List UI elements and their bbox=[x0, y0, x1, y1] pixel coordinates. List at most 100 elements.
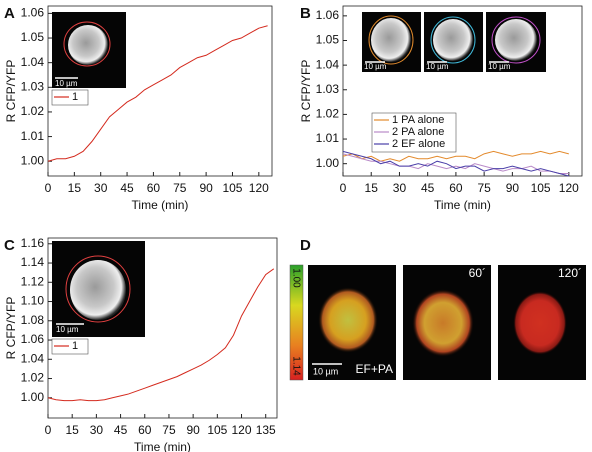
plot-frame bbox=[47, 5, 273, 177]
x-axis-label: Time (min) bbox=[134, 440, 191, 452]
x-tick-label: 15 bbox=[68, 181, 82, 195]
y-tick-label: 1.03 bbox=[316, 82, 340, 96]
x-tick-label: 45 bbox=[421, 181, 435, 195]
panel-letter: C bbox=[4, 237, 15, 254]
x-tick-label: 105 bbox=[222, 181, 242, 195]
x-tick-label: 75 bbox=[477, 181, 491, 195]
image-label: EF+PA bbox=[356, 362, 393, 376]
y-tick-label: 1.05 bbox=[21, 30, 45, 44]
y-axis-label: R CFP/YFP bbox=[299, 60, 313, 123]
y-tick-label: 1.02 bbox=[316, 107, 340, 121]
plot-frame bbox=[47, 237, 278, 419]
y-tick-label: 1.04 bbox=[21, 55, 45, 69]
x-tick-label: 30 bbox=[94, 181, 108, 195]
roi bbox=[65, 255, 131, 323]
scale-label: 10 µm bbox=[488, 62, 511, 71]
cell bbox=[433, 19, 473, 61]
legend-label: 1 bbox=[72, 91, 78, 103]
cell bbox=[495, 19, 537, 61]
x-tick-label: 0 bbox=[45, 181, 52, 195]
x-axis-label: Time (min) bbox=[132, 198, 189, 212]
data-line bbox=[342, 150, 569, 177]
legend-label: 2 EF alone bbox=[392, 138, 445, 150]
panel-letter: B bbox=[300, 5, 311, 22]
x-tick-label: 0 bbox=[340, 181, 347, 195]
y-tick-label: 1.04 bbox=[316, 57, 340, 71]
inset-a: 10 µm bbox=[52, 12, 126, 88]
x-tick-label: 135 bbox=[256, 423, 276, 437]
y-tick-label: 1.05 bbox=[316, 33, 340, 47]
y-tick-label: 1.16 bbox=[21, 236, 45, 250]
data-line bbox=[342, 150, 569, 162]
y-axis-label: R CFP/YFP bbox=[4, 60, 18, 123]
image-label: 120´ bbox=[558, 266, 582, 280]
x-tick-label: 105 bbox=[207, 423, 227, 437]
x-tick-label: 90 bbox=[186, 423, 200, 437]
legend-label: 1 PA alone bbox=[392, 114, 444, 126]
x-tick-label: 120 bbox=[249, 181, 269, 195]
scale-label: 10 µm bbox=[56, 325, 79, 334]
image-label: 60´ bbox=[469, 266, 486, 280]
y-tick-label: 1.06 bbox=[21, 6, 45, 20]
cell bbox=[70, 260, 126, 320]
cell bbox=[371, 18, 411, 62]
scale-label: 10 µm bbox=[55, 79, 78, 88]
x-tick-label: 45 bbox=[114, 423, 128, 437]
y-tick-label: 1.10 bbox=[21, 294, 45, 308]
y-tick-label: 1.02 bbox=[21, 371, 45, 385]
x-tick-label: 90 bbox=[199, 181, 213, 195]
data-line bbox=[47, 25, 268, 162]
x-tick-label: 15 bbox=[365, 181, 379, 195]
y-tick-label: 1.00 bbox=[316, 156, 340, 170]
data-line bbox=[342, 153, 569, 175]
roi bbox=[368, 15, 414, 65]
x-tick-label: 120 bbox=[559, 181, 579, 195]
x-tick-label: 15 bbox=[66, 423, 80, 437]
colorbar bbox=[289, 264, 304, 381]
colorbar-label: 1.14 bbox=[290, 356, 301, 376]
y-tick-label: 1.03 bbox=[21, 79, 45, 93]
x-tick-label: 60 bbox=[147, 181, 161, 195]
legend-box bbox=[51, 89, 89, 106]
colorbar-label: 1.00 bbox=[290, 268, 301, 288]
y-tick-label: 1.01 bbox=[21, 129, 45, 143]
panel-letter: A bbox=[4, 5, 15, 22]
y-tick-label: 1.14 bbox=[21, 255, 45, 269]
legend-label: 1 bbox=[72, 340, 78, 352]
scale-label: 10 µm bbox=[313, 366, 338, 376]
cell bbox=[412, 289, 474, 357]
y-tick-label: 1.01 bbox=[316, 131, 340, 145]
y-tick-label: 1.00 bbox=[21, 390, 45, 404]
data-line bbox=[47, 268, 275, 402]
roi bbox=[491, 16, 541, 64]
y-tick-label: 1.04 bbox=[21, 351, 45, 365]
y-tick-label: 1.08 bbox=[21, 313, 45, 327]
legend-box bbox=[51, 338, 89, 355]
insets-b: 10 µm 10 µm 10 µm bbox=[362, 12, 546, 72]
cell bbox=[68, 25, 108, 65]
x-tick-label: 0 bbox=[45, 423, 52, 437]
y-tick-label: 1.02 bbox=[21, 104, 45, 118]
inset-c: 10 µm bbox=[52, 241, 145, 337]
roi bbox=[430, 16, 476, 64]
x-axis-label: Time (min) bbox=[434, 198, 491, 212]
plot-frame bbox=[342, 5, 583, 177]
x-tick-label: 75 bbox=[173, 181, 187, 195]
y-tick-label: 1.06 bbox=[21, 332, 45, 346]
y-tick-label: 1.12 bbox=[21, 274, 45, 288]
y-tick-label: 1.00 bbox=[21, 153, 45, 167]
x-tick-label: 105 bbox=[531, 181, 551, 195]
x-tick-label: 90 bbox=[506, 181, 520, 195]
x-tick-label: 30 bbox=[393, 181, 407, 195]
x-tick-label: 60 bbox=[449, 181, 463, 195]
scale-label: 10 µm bbox=[426, 62, 449, 71]
scale-label: 10 µm bbox=[364, 62, 387, 71]
panel-letter: D bbox=[300, 237, 311, 254]
x-tick-label: 75 bbox=[162, 423, 176, 437]
x-tick-label: 120 bbox=[232, 423, 252, 437]
cell bbox=[513, 291, 567, 355]
cell bbox=[318, 287, 378, 353]
y-tick-label: 1.06 bbox=[316, 8, 340, 22]
roi bbox=[63, 21, 111, 67]
